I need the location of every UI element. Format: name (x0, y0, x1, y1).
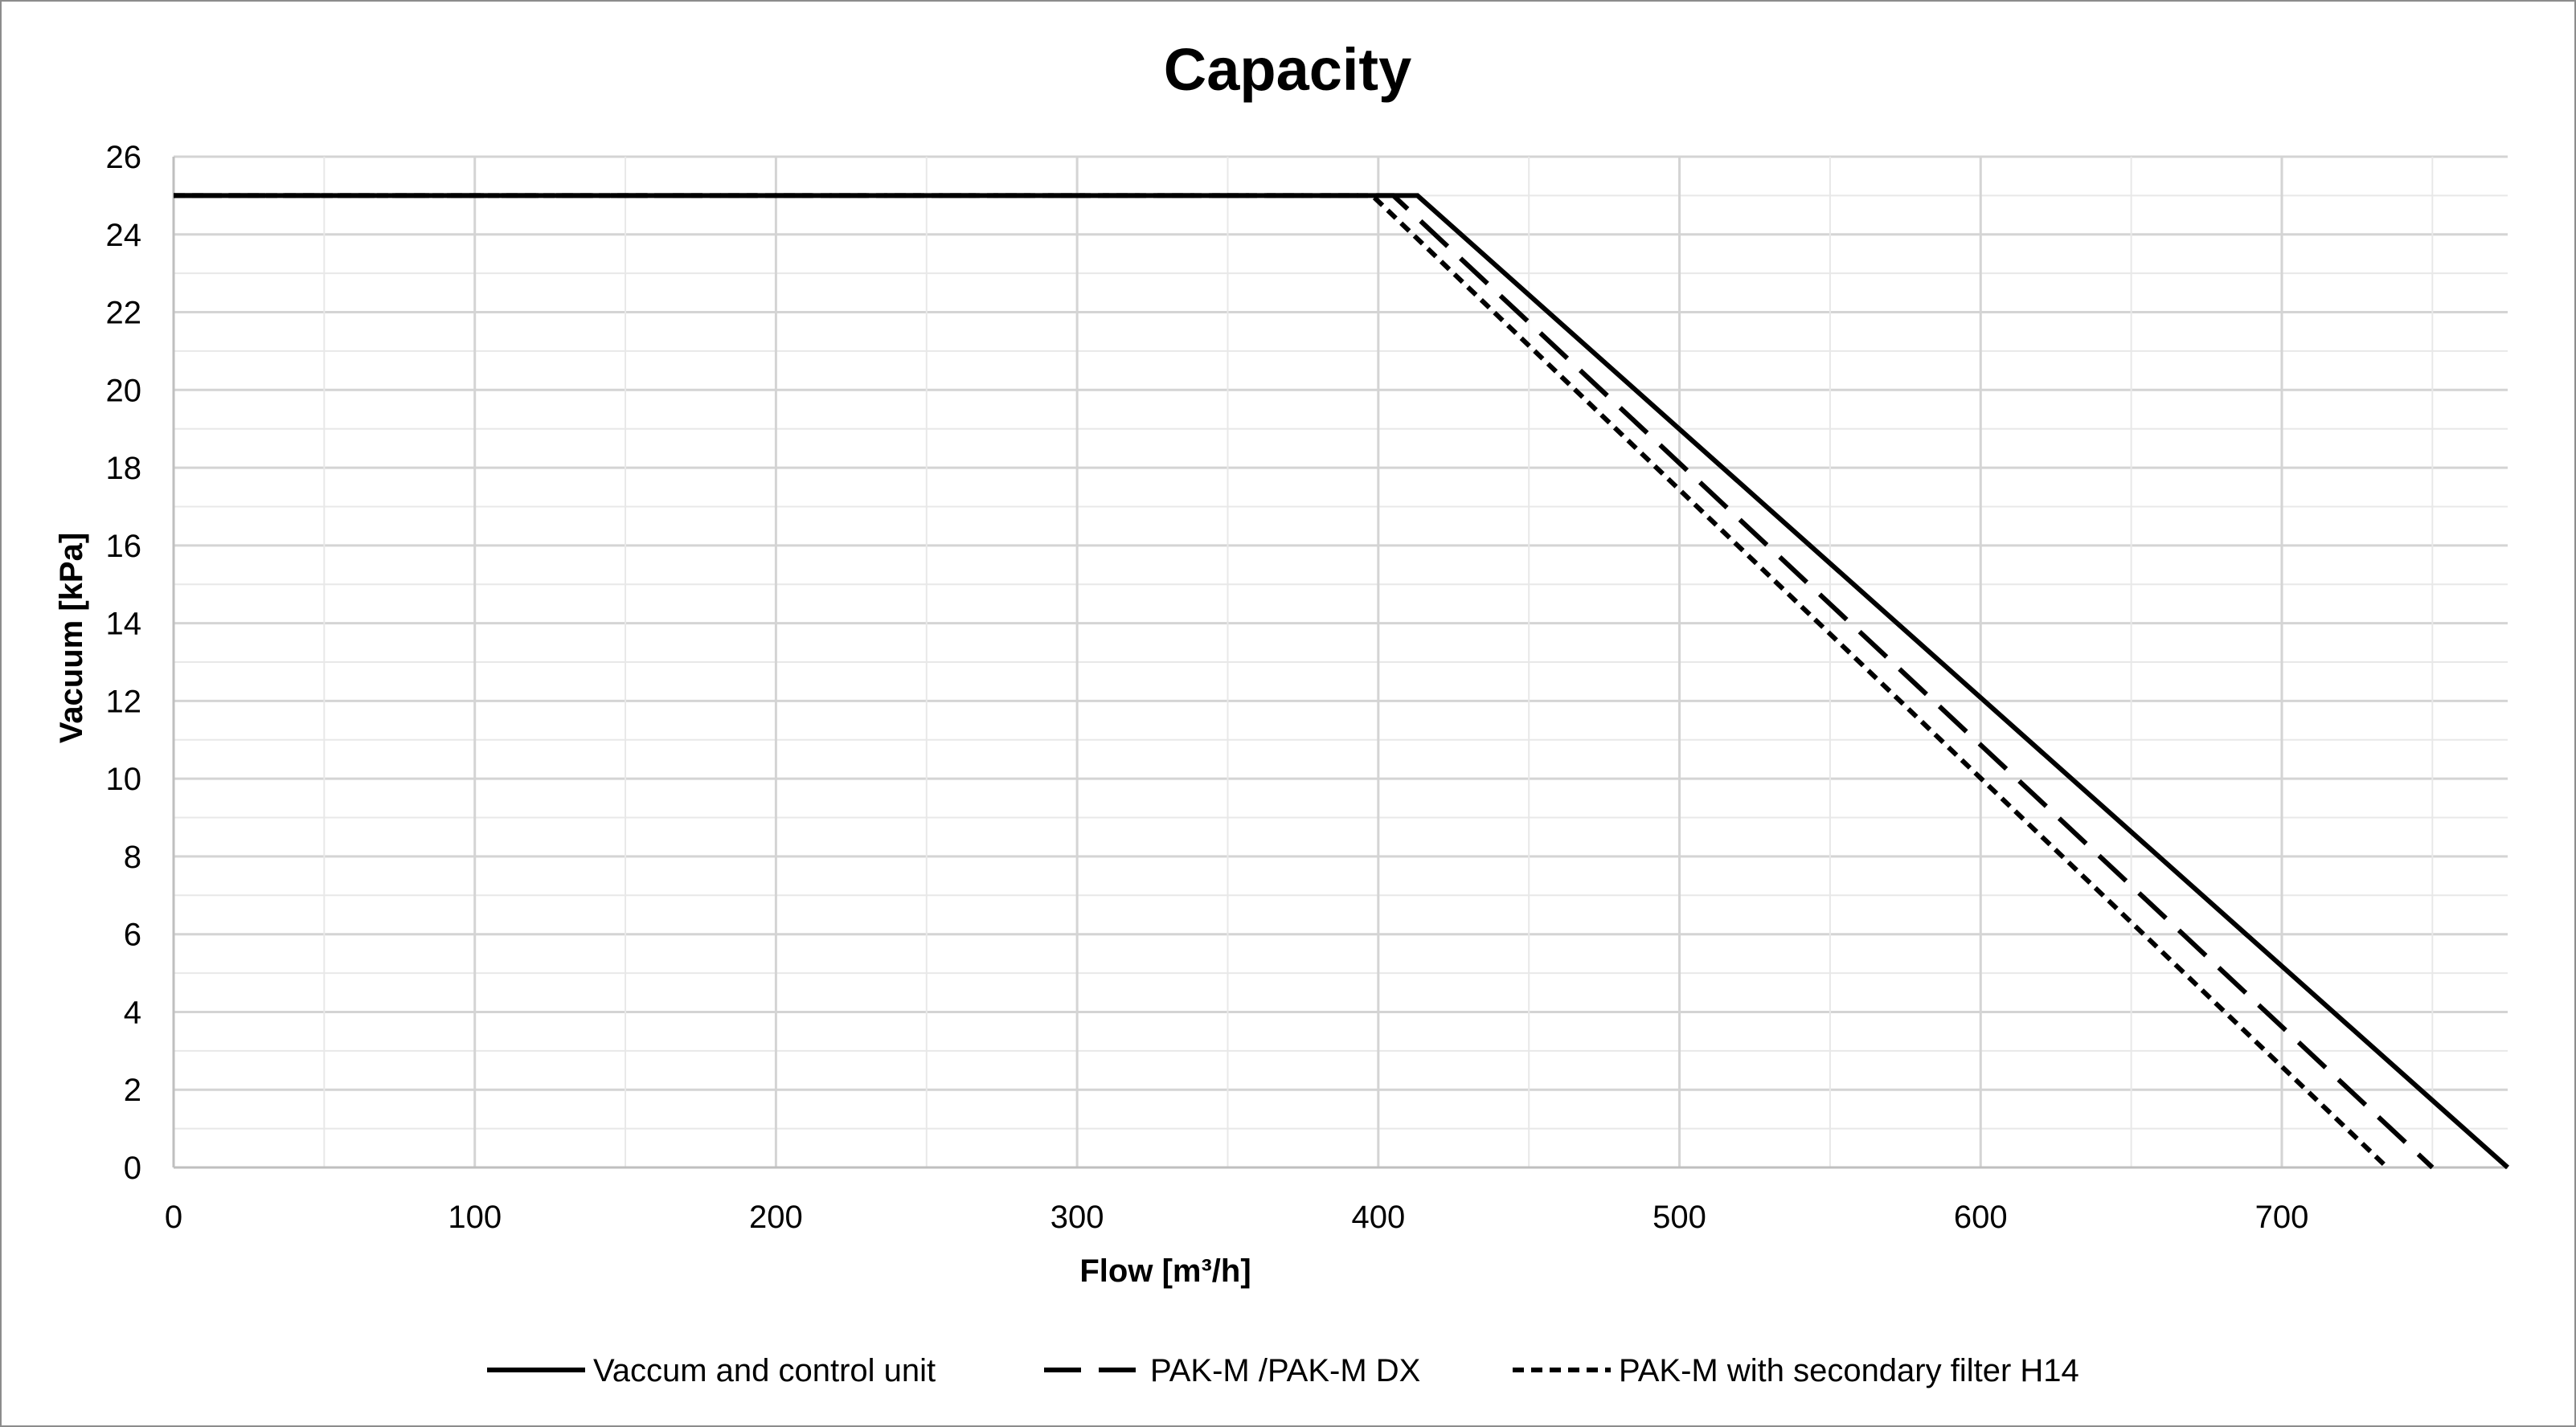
x-tick-label: 100 (448, 1200, 502, 1235)
y-tick-label: 10 (106, 762, 142, 797)
y-tick-label: 26 (106, 140, 142, 175)
legend-item: PAK-M /PAK-M DX (1044, 1353, 1420, 1388)
y-tick-label: 20 (106, 373, 142, 408)
x-axis-title: Flow [m³/h] (1079, 1253, 1251, 1289)
x-tick-label: 600 (1954, 1200, 2008, 1235)
y-tick-label: 6 (124, 918, 141, 953)
x-tick-label: 700 (2255, 1200, 2309, 1235)
y-tick-label: 24 (106, 218, 142, 253)
y-tick-label: 14 (106, 607, 142, 642)
x-tick-label: 400 (1351, 1200, 1405, 1235)
y-tick-label: 12 (106, 684, 142, 719)
y-tick-label: 22 (106, 296, 142, 331)
y-tick-label: 16 (106, 529, 142, 564)
series-lines (174, 193, 2509, 1170)
y-tick-label: 18 (106, 451, 142, 486)
legend-label: PAK-M with secondary filter H14 (1619, 1353, 2079, 1388)
grid (174, 155, 2508, 1167)
axes (172, 157, 2508, 1169)
y-tick-label: 2 (124, 1073, 141, 1108)
series-line-3 (174, 193, 2390, 1170)
y-tick-label: 4 (124, 995, 141, 1030)
x-tick-label: 500 (1652, 1200, 1706, 1235)
legend-item: Vaccum and control unit (487, 1353, 936, 1388)
x-tick-label: 200 (749, 1200, 803, 1235)
series-line-2 (174, 193, 2435, 1170)
y-axis-title: Vacuum [kPa] (54, 533, 89, 743)
y-tick-label: 0 (124, 1151, 141, 1186)
x-tick-labels: 0 100 200 300 400 500 600 700 (165, 1200, 2308, 1235)
legend-item: PAK-M with secondary filter H14 (1513, 1353, 2079, 1388)
legend: Vaccum and control unit PAK-M /PAK-M DX PA… (487, 1353, 2079, 1388)
series-line-1 (174, 193, 2509, 1170)
x-tick-label: 300 (1050, 1200, 1104, 1235)
legend-label: Vaccum and control unit (593, 1353, 936, 1388)
y-tick-label: 8 (124, 840, 141, 875)
chart-title: Capacity (1164, 36, 1411, 103)
legend-label: PAK-M /PAK-M DX (1150, 1353, 1420, 1388)
x-tick-label: 0 (165, 1200, 182, 1235)
